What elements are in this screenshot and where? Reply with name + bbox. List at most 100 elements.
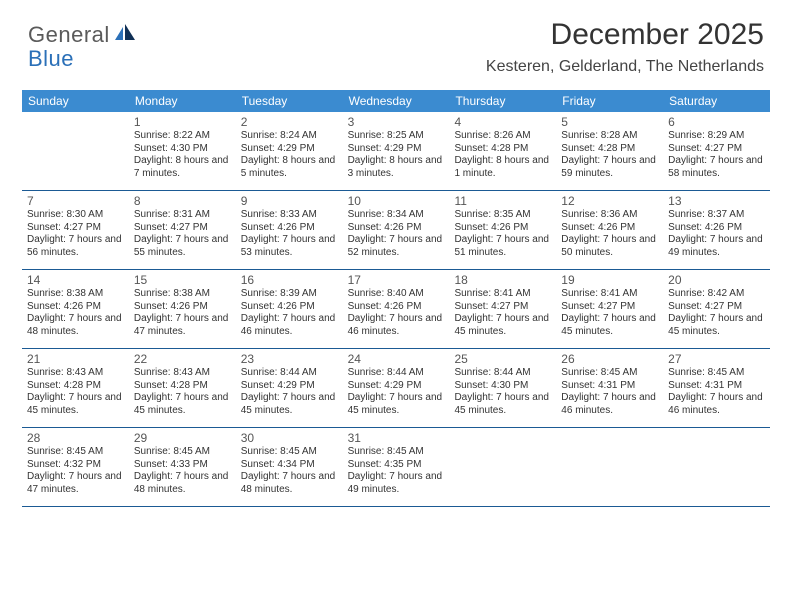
daylight-text: Daylight: 7 hours and 53 minutes.	[241, 234, 338, 259]
sails-icon	[114, 24, 136, 47]
daylight-text: Daylight: 7 hours and 56 minutes.	[27, 234, 124, 259]
day-cell: 4Sunrise: 8:26 AMSunset: 4:28 PMDaylight…	[449, 112, 556, 190]
day-number: 13	[668, 194, 765, 208]
day-number: 27	[668, 352, 765, 366]
sunrise-text: Sunrise: 8:39 AM	[241, 288, 338, 301]
sunset-text: Sunset: 4:27 PM	[561, 301, 658, 314]
sunrise-text: Sunrise: 8:45 AM	[348, 446, 445, 459]
day-number: 7	[27, 194, 124, 208]
daylight-text: Daylight: 7 hours and 48 minutes.	[241, 471, 338, 496]
day-cell: 10Sunrise: 8:34 AMSunset: 4:26 PMDayligh…	[343, 191, 450, 269]
daylight-text: Daylight: 7 hours and 46 minutes.	[348, 313, 445, 338]
sunset-text: Sunset: 4:27 PM	[27, 222, 124, 235]
day-number: 4	[454, 115, 551, 129]
day-cell: 14Sunrise: 8:38 AMSunset: 4:26 PMDayligh…	[22, 270, 129, 348]
day-number: 15	[134, 273, 231, 287]
sunset-text: Sunset: 4:26 PM	[348, 222, 445, 235]
day-cell: 9Sunrise: 8:33 AMSunset: 4:26 PMDaylight…	[236, 191, 343, 269]
sunset-text: Sunset: 4:29 PM	[348, 143, 445, 156]
dayhead-mon: Monday	[129, 90, 236, 112]
sunrise-text: Sunrise: 8:26 AM	[454, 130, 551, 143]
week-row: 1Sunrise: 8:22 AMSunset: 4:30 PMDaylight…	[22, 112, 770, 191]
dayhead-wed: Wednesday	[343, 90, 450, 112]
day-cell: 24Sunrise: 8:44 AMSunset: 4:29 PMDayligh…	[343, 349, 450, 427]
daylight-text: Daylight: 7 hours and 55 minutes.	[134, 234, 231, 259]
day-cell: 3Sunrise: 8:25 AMSunset: 4:29 PMDaylight…	[343, 112, 450, 190]
sunset-text: Sunset: 4:26 PM	[348, 301, 445, 314]
daylight-text: Daylight: 7 hours and 45 minutes.	[454, 313, 551, 338]
day-number: 18	[454, 273, 551, 287]
day-number: 31	[348, 431, 445, 445]
day-cell	[449, 428, 556, 506]
day-cell: 13Sunrise: 8:37 AMSunset: 4:26 PMDayligh…	[663, 191, 770, 269]
daylight-text: Daylight: 7 hours and 52 minutes.	[348, 234, 445, 259]
sunrise-text: Sunrise: 8:31 AM	[134, 209, 231, 222]
week-row: 28Sunrise: 8:45 AMSunset: 4:32 PMDayligh…	[22, 428, 770, 507]
sunset-text: Sunset: 4:26 PM	[454, 222, 551, 235]
sunset-text: Sunset: 4:27 PM	[454, 301, 551, 314]
day-number: 22	[134, 352, 231, 366]
day-number: 14	[27, 273, 124, 287]
daylight-text: Daylight: 7 hours and 48 minutes.	[27, 313, 124, 338]
dayhead-sun: Sunday	[22, 90, 129, 112]
day-cell: 26Sunrise: 8:45 AMSunset: 4:31 PMDayligh…	[556, 349, 663, 427]
daylight-text: Daylight: 7 hours and 45 minutes.	[668, 313, 765, 338]
sunset-text: Sunset: 4:28 PM	[561, 143, 658, 156]
day-number: 30	[241, 431, 338, 445]
daylight-text: Daylight: 7 hours and 45 minutes.	[454, 392, 551, 417]
day-cell: 2Sunrise: 8:24 AMSunset: 4:29 PMDaylight…	[236, 112, 343, 190]
daylight-text: Daylight: 7 hours and 45 minutes.	[348, 392, 445, 417]
daylight-text: Daylight: 8 hours and 5 minutes.	[241, 155, 338, 180]
sunset-text: Sunset: 4:28 PM	[454, 143, 551, 156]
day-cell: 31Sunrise: 8:45 AMSunset: 4:35 PMDayligh…	[343, 428, 450, 506]
sunset-text: Sunset: 4:26 PM	[668, 222, 765, 235]
daylight-text: Daylight: 7 hours and 46 minutes.	[561, 392, 658, 417]
day-number: 3	[348, 115, 445, 129]
sunset-text: Sunset: 4:34 PM	[241, 459, 338, 472]
sunrise-text: Sunrise: 8:40 AM	[348, 288, 445, 301]
brand-sub: Blue	[28, 42, 74, 72]
sunrise-text: Sunrise: 8:34 AM	[348, 209, 445, 222]
day-cell	[663, 428, 770, 506]
sunrise-text: Sunrise: 8:45 AM	[668, 367, 765, 380]
sunrise-text: Sunrise: 8:44 AM	[348, 367, 445, 380]
sunset-text: Sunset: 4:27 PM	[668, 301, 765, 314]
day-cell: 19Sunrise: 8:41 AMSunset: 4:27 PMDayligh…	[556, 270, 663, 348]
sunrise-text: Sunrise: 8:45 AM	[134, 446, 231, 459]
sunrise-text: Sunrise: 8:41 AM	[561, 288, 658, 301]
sunrise-text: Sunrise: 8:24 AM	[241, 130, 338, 143]
day-cell: 5Sunrise: 8:28 AMSunset: 4:28 PMDaylight…	[556, 112, 663, 190]
sunrise-text: Sunrise: 8:44 AM	[241, 367, 338, 380]
week-row: 21Sunrise: 8:43 AMSunset: 4:28 PMDayligh…	[22, 349, 770, 428]
daylight-text: Daylight: 7 hours and 45 minutes.	[27, 392, 124, 417]
day-number: 10	[348, 194, 445, 208]
sunset-text: Sunset: 4:27 PM	[668, 143, 765, 156]
sunset-text: Sunset: 4:29 PM	[241, 380, 338, 393]
day-cell: 25Sunrise: 8:44 AMSunset: 4:30 PMDayligh…	[449, 349, 556, 427]
daylight-text: Daylight: 7 hours and 47 minutes.	[134, 313, 231, 338]
daylight-text: Daylight: 8 hours and 3 minutes.	[348, 155, 445, 180]
sunrise-text: Sunrise: 8:25 AM	[348, 130, 445, 143]
sunrise-text: Sunrise: 8:22 AM	[134, 130, 231, 143]
day-number: 26	[561, 352, 658, 366]
day-number: 17	[348, 273, 445, 287]
day-number: 1	[134, 115, 231, 129]
daylight-text: Daylight: 7 hours and 46 minutes.	[241, 313, 338, 338]
sunrise-text: Sunrise: 8:38 AM	[134, 288, 231, 301]
sunrise-text: Sunrise: 8:41 AM	[454, 288, 551, 301]
sunrise-text: Sunrise: 8:36 AM	[561, 209, 658, 222]
day-number: 28	[27, 431, 124, 445]
day-number: 24	[348, 352, 445, 366]
daylight-text: Daylight: 7 hours and 59 minutes.	[561, 155, 658, 180]
day-cell: 8Sunrise: 8:31 AMSunset: 4:27 PMDaylight…	[129, 191, 236, 269]
day-cell: 12Sunrise: 8:36 AMSunset: 4:26 PMDayligh…	[556, 191, 663, 269]
daylight-text: Daylight: 7 hours and 47 minutes.	[27, 471, 124, 496]
day-cell: 21Sunrise: 8:43 AMSunset: 4:28 PMDayligh…	[22, 349, 129, 427]
week-row: 14Sunrise: 8:38 AMSunset: 4:26 PMDayligh…	[22, 270, 770, 349]
weeks-container: 1Sunrise: 8:22 AMSunset: 4:30 PMDaylight…	[22, 112, 770, 507]
day-number: 19	[561, 273, 658, 287]
week-row: 7Sunrise: 8:30 AMSunset: 4:27 PMDaylight…	[22, 191, 770, 270]
calendar: Sunday Monday Tuesday Wednesday Thursday…	[22, 90, 770, 507]
sunset-text: Sunset: 4:32 PM	[27, 459, 124, 472]
sunrise-text: Sunrise: 8:44 AM	[454, 367, 551, 380]
